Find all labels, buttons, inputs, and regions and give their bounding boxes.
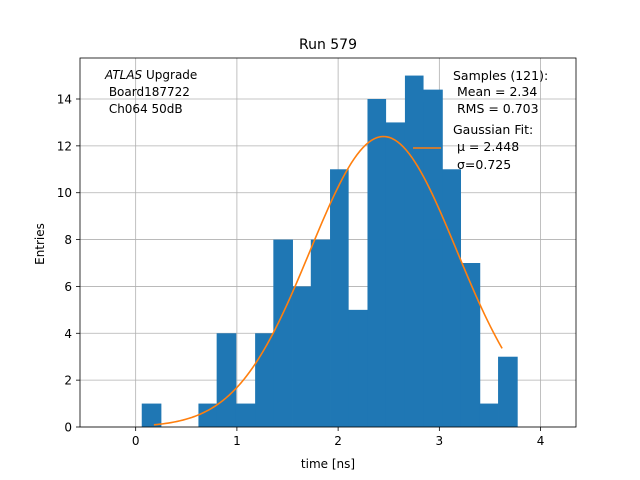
histogram-bar xyxy=(310,239,331,427)
info-line-3: Ch064 50dB xyxy=(105,102,183,116)
info-upgrade: Upgrade xyxy=(142,68,197,82)
histogram-bar xyxy=(367,99,387,427)
histogram-bar xyxy=(216,333,237,427)
chart-title: Run 579 xyxy=(299,37,357,53)
gaussian-fit-curve xyxy=(153,135,503,426)
histogram-bar xyxy=(273,239,293,427)
y-tick-label: 2 xyxy=(64,374,72,388)
y-axis-label: Entries xyxy=(33,223,47,265)
y-tick-label: 14 xyxy=(57,93,72,107)
y-tick-label: 12 xyxy=(57,139,72,153)
legend-samples-swatch xyxy=(413,93,441,102)
x-tick-label: 3 xyxy=(436,434,444,448)
info-box: ATLAS Upgrade Board187722 Ch064 50dB xyxy=(104,68,197,116)
y-tick-label: 6 xyxy=(64,280,72,294)
histogram-bar xyxy=(423,239,443,427)
histogram-bar xyxy=(498,356,518,427)
y-tick-label: 8 xyxy=(64,233,72,247)
info-line-1: ATLAS Upgrade xyxy=(104,68,197,82)
x-tick-label: 0 xyxy=(132,434,140,448)
legend-samples-line-2: Mean = 2.34 xyxy=(453,84,537,99)
histogram-bars xyxy=(141,75,518,428)
histogram-bar xyxy=(292,286,312,427)
histogram-bar xyxy=(460,263,481,427)
legend-fit-line-2: μ = 2.448 xyxy=(457,139,519,154)
histogram-bar xyxy=(404,75,424,428)
x-axis-label: time [ns] xyxy=(301,457,355,471)
histogram-bar xyxy=(479,403,499,427)
legend: Samples (121): Mean = 2.34 RMS = 0.703 G… xyxy=(413,68,548,172)
info-italic-atlas: ATLAS xyxy=(104,68,143,82)
histogram-bar xyxy=(442,169,462,428)
x-tick-label: 4 xyxy=(537,434,545,448)
x-tick-label: 2 xyxy=(334,434,342,448)
plot-frame xyxy=(79,57,577,428)
y-axis-ticks: 0 2 4 6 8 10 12 14 xyxy=(57,93,80,435)
histogram-bar xyxy=(348,309,368,427)
legend-fit-line-3: σ=0.725 xyxy=(457,157,511,172)
info-line-2: Board187722 xyxy=(105,85,190,99)
x-axis-ticks: 0 1 2 3 4 xyxy=(132,427,545,448)
y-tick-label: 0 xyxy=(64,421,72,435)
histogram-bar xyxy=(198,403,218,427)
histogram-bar xyxy=(255,333,274,427)
histogram-bar xyxy=(235,403,256,427)
y-tick-label: 4 xyxy=(64,327,72,341)
legend-fit-line-1: Gaussian Fit: xyxy=(453,122,533,137)
legend-samples-line-3: RMS = 0.703 xyxy=(453,101,539,116)
y-tick-label: 10 xyxy=(57,186,72,200)
histogram-bar xyxy=(385,122,406,427)
x-tick-label: 1 xyxy=(233,434,241,448)
legend-samples-line-1: Samples (121): xyxy=(453,68,548,83)
histogram-bar xyxy=(141,403,162,427)
histogram-bar xyxy=(330,169,349,428)
